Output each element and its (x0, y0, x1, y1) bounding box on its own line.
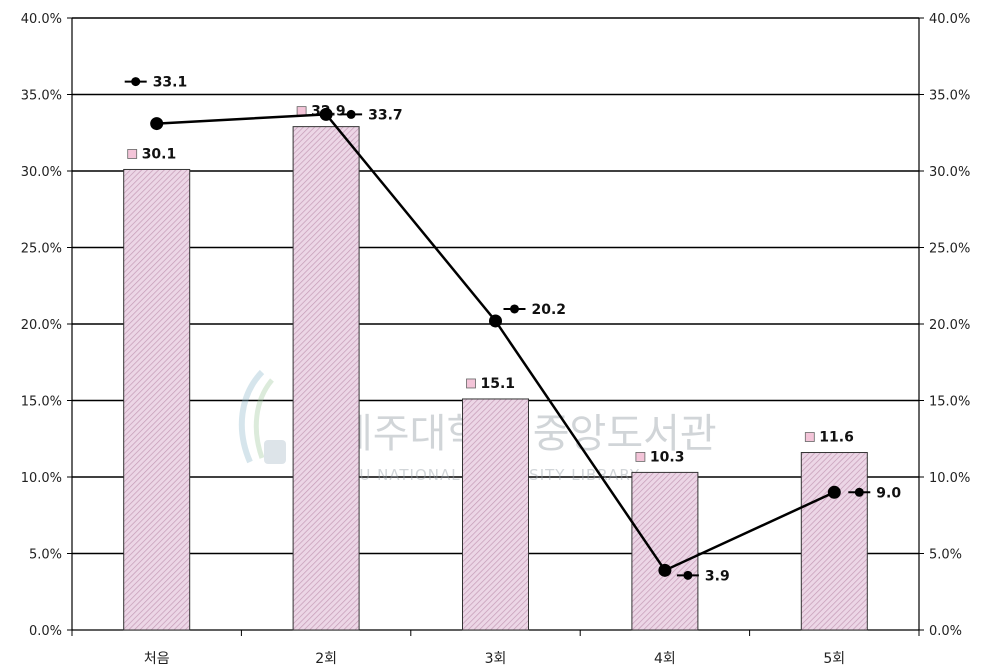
line-data-label: 3.9 (705, 568, 730, 584)
bar (123, 168, 191, 631)
bar-data-label: 11.6 (819, 430, 854, 446)
line-label-marker-dot (346, 109, 356, 119)
left-tick-label: 25.0% (21, 242, 62, 257)
right-tick-label: 10.0% (929, 471, 970, 486)
category-label: 5회 (823, 651, 845, 667)
bar (631, 471, 699, 631)
line-data-labels: 33.1 33.7 20.2 3.9 9.0 (124, 75, 901, 584)
left-tick-label: 0.0% (29, 624, 62, 639)
category-label: 처음 (144, 651, 170, 667)
line-data-label: 33.1 (153, 75, 188, 91)
bar (800, 452, 868, 631)
bar-data-label: 10.3 (650, 449, 685, 465)
category-label: 4회 (654, 651, 676, 667)
line-data-label: 33.7 (368, 107, 403, 123)
left-tick-label: 30.0% (21, 165, 62, 180)
line-series (150, 107, 841, 577)
line-data-label: 20.2 (532, 302, 567, 318)
category-label: 3회 (485, 651, 507, 667)
left-y-axis: 0.0% 5.0% 10.0% 15.0% 20.0% 25.0% 30.0% 35.0% 40… (21, 12, 73, 639)
line-label-marker-dot (510, 304, 519, 314)
bar (462, 398, 529, 631)
bar-data-label: 15.1 (481, 376, 516, 392)
right-tick-label: 25.0% (929, 242, 970, 257)
bar-label-marker (466, 378, 476, 389)
right-tick-label: 0.0% (929, 624, 962, 639)
line-point (827, 485, 841, 499)
line-point (150, 117, 164, 131)
line-point (319, 107, 333, 121)
right-tick-label: 35.0% (929, 89, 970, 104)
bar-label-marker (635, 452, 646, 462)
line-data-label: 9.0 (876, 485, 901, 501)
line-label-marker-dot (683, 570, 693, 580)
bar-series (123, 126, 868, 631)
category-label: 2회 (315, 651, 337, 667)
line-point (489, 314, 502, 328)
bar (292, 126, 360, 631)
right-tick-label: 20.0% (929, 318, 970, 333)
left-tick-label: 40.0% (21, 12, 62, 27)
line-label-marker-dot (131, 77, 141, 87)
line-point (658, 563, 672, 577)
bar-label-marker (127, 149, 138, 159)
left-tick-label: 35.0% (21, 89, 62, 104)
right-tick-label: 40.0% (929, 12, 970, 27)
right-tick-label: 15.0% (929, 395, 970, 410)
left-tick-label: 5.0% (29, 548, 62, 563)
left-tick-label: 15.0% (21, 395, 62, 410)
right-y-axis: 0.0% 5.0% 10.0% 15.0% 20.0% 25.0% 30.0% 35.0% 40… (918, 12, 970, 639)
x-axis-categories: 처음 2회 3회 4회 5회 (144, 651, 845, 667)
left-tick-label: 10.0% (21, 471, 62, 486)
bar-label-marker (296, 106, 307, 117)
bar-data-label: 30.1 (142, 146, 177, 162)
line-label-marker-dot (854, 487, 864, 497)
bar-label-marker (804, 432, 815, 442)
right-tick-label: 30.0% (929, 165, 970, 180)
left-tick-label: 20.0% (21, 318, 62, 333)
right-tick-label: 5.0% (929, 548, 962, 563)
